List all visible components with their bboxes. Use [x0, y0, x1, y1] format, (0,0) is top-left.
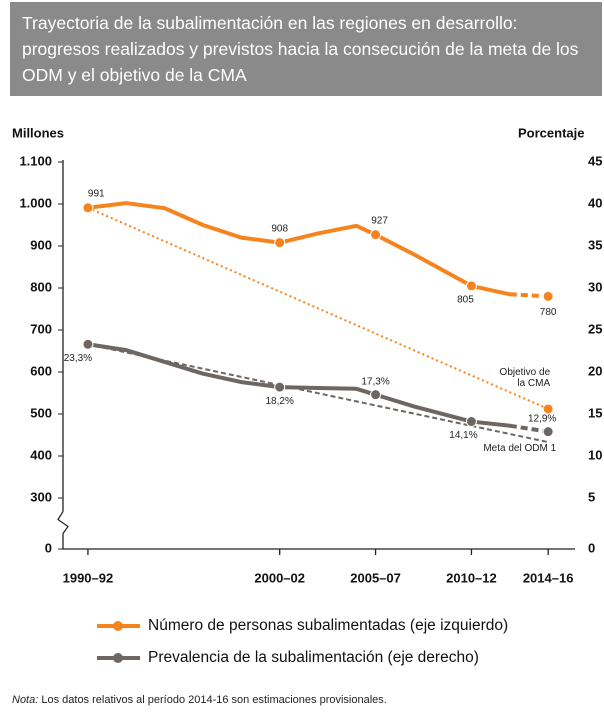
x-tick-label: 1990–92 [63, 570, 114, 585]
y-tick-label: 0 [45, 540, 52, 555]
y2-tick-label: 25 [588, 321, 602, 336]
y-tick-label: 700 [30, 321, 52, 336]
y2-tick-label: 20 [588, 363, 602, 378]
value-label: 12,9% [528, 413, 556, 424]
note: Nota: Los datos relativos al período 201… [12, 694, 387, 706]
chart-title: Trayectoria de la subalimentación en las… [10, 2, 602, 96]
x-tick-label: 2005–07 [350, 570, 401, 585]
y2-tick-label: 5 [588, 489, 595, 504]
series-line [85, 342, 512, 428]
value-label: 23,3% [64, 353, 92, 364]
chart: Millones Porcentaje 03004005006007008009… [12, 125, 602, 666]
legend-marker [113, 653, 123, 663]
series-line [85, 201, 512, 297]
value-label: 908 [271, 223, 288, 234]
value-label: 805 [457, 295, 474, 306]
series-line-estimate [509, 423, 549, 434]
point [542, 290, 554, 302]
y-tick-label: 800 [30, 279, 52, 294]
point [82, 202, 94, 214]
y2-tick-label: 15 [588, 405, 602, 420]
y2-tick-label: 40 [588, 195, 602, 210]
value-label: 991 [88, 188, 105, 199]
axis-break [57, 511, 69, 534]
y2-tick-label: 30 [588, 279, 602, 294]
y2-tick-label: 10 [588, 447, 602, 462]
note-label: Nota: [12, 694, 39, 706]
point [465, 280, 477, 292]
y-tick-label: 900 [30, 237, 52, 252]
y-tick-label: 300 [30, 489, 52, 504]
value-label: 780 [540, 307, 557, 318]
legend-label: Número de personas subalimentadas (eje i… [148, 617, 508, 634]
x-tick-label: 2010–12 [446, 570, 497, 585]
value-label: 927 [371, 215, 388, 226]
x-tick-label: 2000–02 [254, 570, 305, 585]
y-tick-label: 1.000 [19, 195, 52, 210]
target-label-box: Meta del ODM 1 [483, 443, 557, 455]
value-label: 17,3% [361, 376, 389, 387]
series-line-estimate [509, 292, 549, 299]
value-label: 14,1% [449, 430, 477, 441]
x-tick-label: 2014–16 [523, 570, 574, 585]
y-tick-label: 500 [30, 405, 52, 420]
y-tick-label: 600 [30, 363, 52, 378]
y-tick-label: 400 [30, 447, 52, 462]
y2-tick-label: 45 [588, 153, 602, 168]
y2-tick-label: 0 [588, 540, 595, 555]
legend-label: Prevalencia de la subalimentación (eje d… [148, 649, 479, 666]
target-label: Objetivo de la CMA [499, 366, 551, 389]
note-text: Los datos relativos al período 2014-16 s… [41, 694, 387, 706]
point [465, 416, 477, 428]
y2-tick-label: 35 [588, 237, 602, 252]
point [274, 381, 286, 393]
target-line [87, 206, 549, 410]
point [370, 389, 382, 401]
y-axis-label: Millones [12, 125, 64, 140]
point [274, 237, 286, 249]
value-label: 18,2% [266, 396, 294, 407]
target-label-box: Objetivo de la CMA [499, 366, 551, 389]
target-marker [543, 404, 553, 414]
point [542, 426, 554, 438]
legend-marker [113, 621, 123, 631]
target-label: Meta del ODM 1 [483, 443, 557, 455]
y-tick-label: 1.100 [19, 153, 52, 168]
y2-axis-label: Porcentaje [518, 125, 584, 140]
point [370, 229, 382, 241]
point [82, 338, 94, 350]
